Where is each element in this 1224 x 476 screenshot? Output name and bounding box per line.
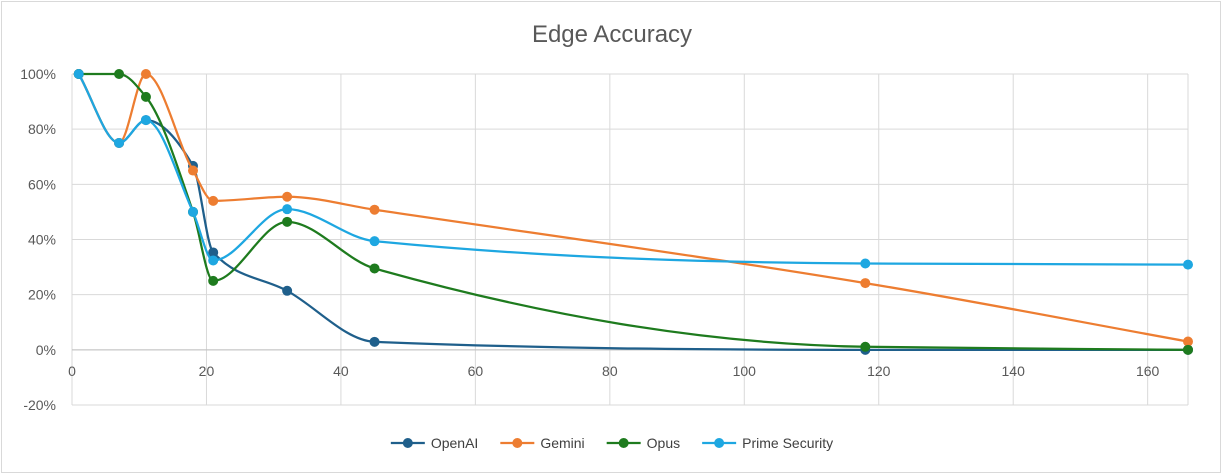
legend: OpenAI Gemini Opus Prime Security xyxy=(390,435,833,451)
legend-marker-openai xyxy=(402,438,413,448)
y-tick-label: -20% xyxy=(23,397,56,413)
data-point-prime-security xyxy=(369,236,380,247)
legend-item-prime-security: Prime Security xyxy=(702,435,833,451)
x-tick-label: 80 xyxy=(602,363,618,379)
data-point-prime-security xyxy=(1183,259,1193,270)
y-tick-label: 60% xyxy=(28,176,56,192)
data-point-prime-security xyxy=(188,206,199,217)
legend-item-gemini: Gemini xyxy=(500,435,585,451)
legend-item-opus: Opus xyxy=(606,435,680,451)
legend-label-openai: OpenAI xyxy=(431,435,478,451)
data-point-gemini xyxy=(369,204,380,215)
data-point-gemini xyxy=(282,191,293,202)
series-line-prime-security xyxy=(77,73,1189,266)
y-axis-ticks: -20% 0% 20% 40% 60% 80% 100% xyxy=(20,66,56,413)
y-tick-label: 100% xyxy=(20,66,56,82)
legend-label-prime-security: Prime Security xyxy=(742,435,833,451)
series-prime-security xyxy=(73,69,1193,270)
y-tick-label: 80% xyxy=(28,121,56,137)
x-tick-label: 120 xyxy=(867,363,891,379)
y-tick-label: 40% xyxy=(28,232,56,248)
data-point-gemini xyxy=(140,69,151,79)
data-point-openai xyxy=(282,285,293,296)
data-point-prime-security xyxy=(140,115,151,126)
data-point-opus xyxy=(860,341,871,352)
x-tick-label: 40 xyxy=(333,363,349,379)
x-tick-label: 60 xyxy=(468,363,484,379)
legend-label-opus: Opus xyxy=(647,435,680,451)
x-tick-label: 20 xyxy=(199,363,215,379)
x-tick-label: 160 xyxy=(1136,363,1160,379)
data-point-opus xyxy=(369,263,380,274)
data-point-opus xyxy=(1183,344,1193,355)
data-point-prime-security xyxy=(73,69,84,79)
series-gemini xyxy=(73,69,1193,347)
legend-marker-gemini xyxy=(512,438,523,448)
legend-label-gemini: Gemini xyxy=(540,435,584,451)
grid xyxy=(71,73,1189,406)
legend-marker-opus xyxy=(618,438,629,448)
series-line-opus xyxy=(78,72,1189,351)
series-group xyxy=(73,69,1193,355)
data-point-prime-security xyxy=(282,204,293,215)
data-point-gemini xyxy=(188,165,199,176)
data-point-opus xyxy=(140,91,151,102)
data-point-prime-security xyxy=(208,255,219,266)
x-tick-label: 100 xyxy=(733,363,757,379)
series-line-gemini xyxy=(77,72,1189,343)
chart-title: Edge Accuracy xyxy=(532,21,692,48)
y-tick-label: 0% xyxy=(36,342,56,358)
data-point-opus xyxy=(282,216,293,227)
legend-marker-prime-security xyxy=(714,438,725,448)
data-point-openai xyxy=(369,336,380,347)
x-tick-label: 0 xyxy=(68,363,76,379)
data-point-openai xyxy=(208,247,219,258)
data-point-opus xyxy=(208,275,219,286)
data-point-gemini xyxy=(208,195,219,206)
data-point-prime-security xyxy=(860,258,871,269)
data-point-prime-security xyxy=(114,137,125,148)
data-point-opus xyxy=(114,69,125,79)
y-tick-label: 20% xyxy=(28,287,56,303)
data-point-gemini xyxy=(860,278,871,289)
x-axis-ticks: 0 20 40 60 80 100 120 140 160 xyxy=(68,363,1159,379)
x-tick-label: 140 xyxy=(1002,363,1026,379)
legend-item-openai: OpenAI xyxy=(390,435,478,451)
series-line-openai xyxy=(77,73,1188,351)
data-point-gemini xyxy=(1183,336,1193,347)
